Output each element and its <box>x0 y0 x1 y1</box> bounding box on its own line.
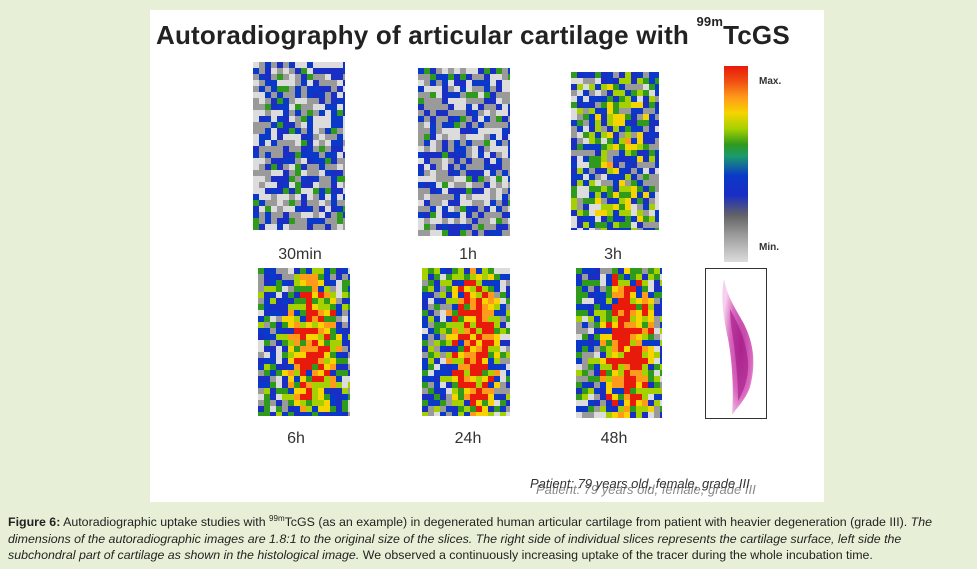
title-text: Autoradiography of articular cartilage w… <box>156 20 697 50</box>
label-1h: 1h <box>459 246 477 263</box>
histological-section-image <box>705 268 767 419</box>
label-6h: 6h <box>287 430 305 447</box>
patient-note-shadow: Patient: 79 years old, female, grade III <box>536 482 756 497</box>
autoradiograph-3h <box>571 72 659 230</box>
figure-panel: Autoradiography of articular cartilage w… <box>150 10 824 502</box>
intensity-color-scale <box>724 66 748 262</box>
label-48h: 48h <box>600 430 628 447</box>
label-3h: 3h <box>604 246 622 263</box>
autoradiograph-6h <box>258 268 350 416</box>
title-isotope-superscript: 99m <box>696 14 724 29</box>
caption-superscript: 99m <box>269 514 285 523</box>
scale-max-label: Max. <box>759 76 782 87</box>
figure-caption: Figure 6: Autoradiographic uptake studie… <box>8 511 970 564</box>
label-24h: 24h <box>454 430 482 447</box>
patient-note: Patient: 79 years old, female, grade III <box>530 476 750 491</box>
caption-text-3: We observed a continuously increasing up… <box>359 548 873 563</box>
caption-text-2: TcGS (as an example) in degenerated huma… <box>284 515 911 530</box>
autoradiograph-24h <box>422 268 510 416</box>
autoradiograph-30min <box>253 62 345 230</box>
caption-italic: The dimensions of the autoradiographic i… <box>8 515 933 563</box>
caption-text-1: Autoradiographic uptake studies with <box>60 515 270 530</box>
label-30min: 30min <box>278 246 322 263</box>
autoradiograph-1h <box>418 68 510 236</box>
title-compound: TcGS <box>723 20 790 50</box>
autoradiograph-48h <box>576 268 662 418</box>
figure-title: Autoradiography of articular cartilage w… <box>156 14 790 51</box>
scale-min-label: Min. <box>759 242 779 253</box>
caption-label: Figure 6: <box>8 515 61 530</box>
